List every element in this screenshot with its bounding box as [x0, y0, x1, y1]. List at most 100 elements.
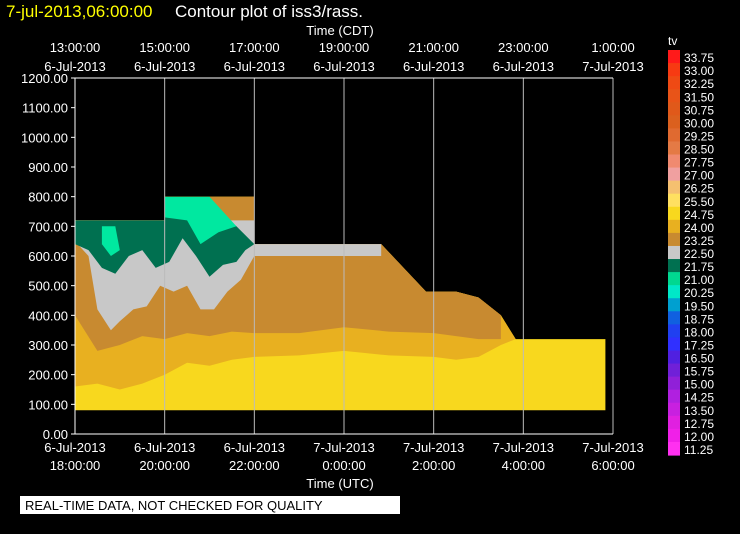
colorbar-swatch [668, 285, 680, 299]
y-tick-label: 1100.00 [22, 101, 68, 116]
top-tick-date: 6-Jul-2013 [403, 59, 464, 74]
colorbar-swatch [668, 141, 680, 156]
colorbar-tick-label: 13.50 [684, 404, 714, 418]
bottom-tick-date: 6-Jul-2013 [134, 440, 195, 455]
colorbar-swatch [668, 154, 680, 169]
top-tick-date: 6-Jul-2013 [134, 59, 195, 74]
top-tick-time: 1:00:00 [591, 40, 634, 55]
colorbar-swatch [668, 402, 680, 417]
colorbar-tick-label: 31.50 [684, 90, 714, 104]
notice-box [20, 496, 400, 514]
y-tick-label: 800.00 [28, 190, 68, 205]
colorbar-tick-label: 21.00 [684, 273, 714, 287]
colorbar-swatch [668, 89, 680, 103]
colorbar-tick-label: 20.25 [684, 286, 714, 300]
colorbar-swatch [668, 428, 680, 443]
colorbar-tick-label: 15.00 [684, 378, 714, 392]
colorbar-swatch [668, 193, 680, 208]
bottom-tick-time: 2:00:00 [412, 458, 455, 473]
top-tick-time: 23:00:00 [498, 40, 549, 55]
y-tick-label: 300.00 [28, 338, 68, 353]
colorbar: 33.7533.0032.2531.5030.7530.0029.2528.50… [668, 50, 714, 457]
colorbar-tick-label: 19.50 [684, 299, 714, 313]
colorbar-swatch [668, 167, 680, 182]
colorbar-swatch [668, 324, 680, 339]
colorbar-tick-label: 24.75 [684, 208, 714, 222]
y-tick-label: 500.00 [28, 279, 68, 294]
colorbar-swatch [668, 376, 680, 391]
header-date: 7-jul-2013,06:00:00 [6, 2, 153, 21]
bottom-axis-title: Time (UTC) [306, 476, 373, 491]
chart-title: Contour plot of iss3/rass. [175, 2, 363, 21]
y-tick-label: 100.00 [28, 397, 68, 412]
colorbar-swatch [668, 311, 680, 325]
colorbar-tick-label: 12.00 [684, 430, 714, 444]
colorbar-swatch [668, 232, 680, 247]
colorbar-swatch [668, 272, 680, 286]
colorbar-tick-label: 33.75 [684, 51, 714, 65]
top-tick-time: 17:00:00 [229, 40, 280, 55]
y-tick-label: 400.00 [28, 308, 68, 323]
colorbar-swatch [668, 180, 680, 195]
bottom-tick-date: 6-Jul-2013 [224, 440, 285, 455]
top-tick-time: 15:00:00 [139, 40, 190, 55]
bottom-tick-time: 18:00:00 [50, 458, 101, 473]
contour-regions [75, 196, 606, 411]
top-tick-date: 7-Jul-2013 [582, 59, 643, 74]
bottom-tick-date: 7-Jul-2013 [403, 440, 464, 455]
colorbar-swatch [668, 389, 680, 404]
colorbar-swatch [668, 115, 680, 129]
colorbar-tick-label: 33.00 [684, 64, 714, 78]
y-tick-label: 0.00 [43, 427, 68, 442]
y-tick-label: 600.00 [28, 249, 68, 264]
bottom-tick-time: 22:00:00 [229, 458, 280, 473]
contour-region-6 [164, 196, 237, 245]
bottom-tick-time: 6:00:00 [591, 458, 634, 473]
top-tick-date: 6-Jul-2013 [493, 59, 554, 74]
top-tick-time: 19:00:00 [319, 40, 370, 55]
y-axis-ticks: 1200.00 1100.00 1000.00 900.00 800.00 700.00 6… [21, 71, 75, 442]
colorbar-tick-label: 27.75 [684, 156, 714, 170]
colorbar-tick-label: 30.75 [684, 103, 714, 117]
colorbar-tick-label: 12.75 [684, 417, 714, 431]
colorbar-swatch [668, 259, 680, 273]
bottom-tick-time: 20:00:00 [139, 458, 190, 473]
colorbar-tick-label: 22.50 [684, 247, 714, 261]
colorbar-swatch [668, 102, 680, 116]
colorbar-tick-label: 27.00 [684, 169, 714, 183]
y-tick-label: 900.00 [28, 160, 68, 175]
colorbar-tick-label: 17.25 [684, 338, 714, 352]
colorbar-tick-label: 16.50 [684, 352, 714, 366]
top-tick-date: 6-Jul-2013 [224, 59, 285, 74]
top-axis-title: Time (CDT) [306, 23, 373, 38]
bottom-tick-date: 7-Jul-2013 [313, 440, 374, 455]
colorbar-label: tv [668, 34, 677, 48]
colorbar-swatch [668, 219, 680, 234]
colorbar-tick-label: 32.25 [684, 77, 714, 91]
colorbar-swatch [668, 245, 680, 260]
y-tick-label: 1000.00 [21, 130, 68, 145]
colorbar-swatch [668, 128, 680, 143]
colorbar-tick-label: 28.50 [684, 143, 714, 157]
bottom-tick-time: 0:00:00 [322, 458, 365, 473]
colorbar-swatch [668, 363, 680, 378]
colorbar-swatch [668, 298, 680, 312]
top-tick-date: 6-Jul-2013 [313, 59, 374, 74]
top-tick-time: 13:00:00 [50, 40, 101, 55]
contour-region-7 [101, 226, 120, 256]
top-tick-time: 21:00:00 [408, 40, 459, 55]
colorbar-tick-label: 23.25 [684, 234, 714, 248]
colorbar-tick-label: 29.25 [684, 129, 714, 143]
colorbar-swatch [668, 206, 680, 221]
colorbar-swatch [668, 350, 680, 365]
colorbar-tick-label: 24.00 [684, 221, 714, 235]
bottom-tick-date: 7-Jul-2013 [582, 440, 643, 455]
bottom-tick-date: 6-Jul-2013 [44, 440, 105, 455]
top-axis-ticks: 13:00:00 6-Jul-2013 15:00:00 6-Jul-2013 17:0… [44, 40, 643, 74]
y-tick-label: 200.00 [28, 368, 68, 383]
bottom-tick-time: 4:00:00 [502, 458, 545, 473]
bottom-tick-date: 7-Jul-2013 [493, 440, 554, 455]
top-tick-date: 6-Jul-2013 [44, 59, 105, 74]
colorbar-swatch [668, 50, 680, 64]
